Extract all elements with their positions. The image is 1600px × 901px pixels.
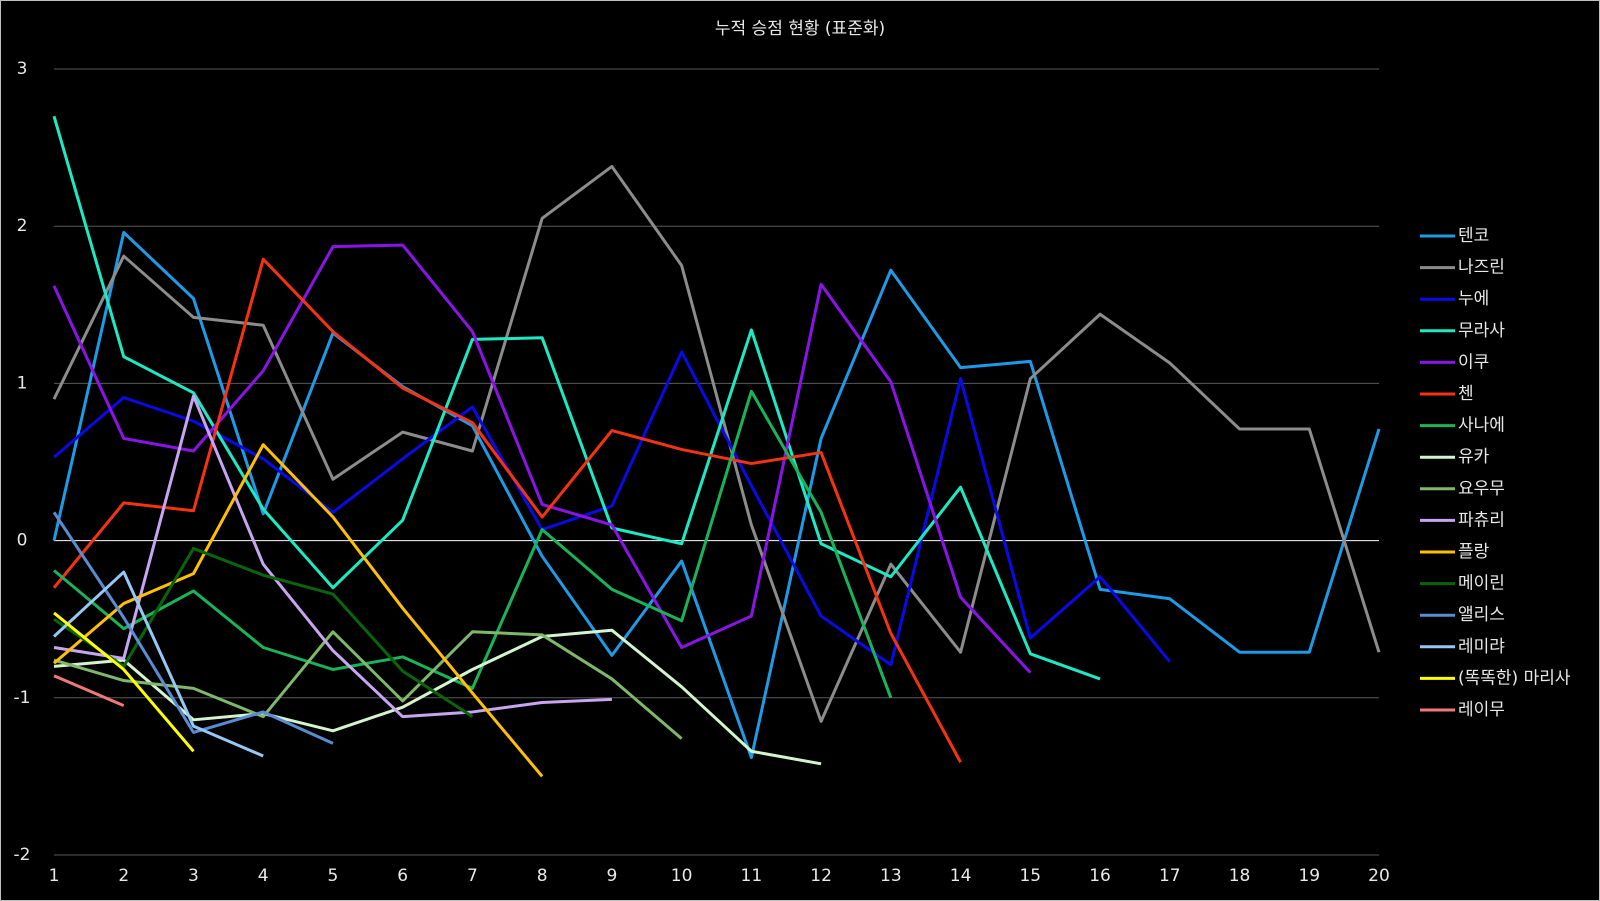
series-line <box>52 230 1381 760</box>
legend-label: 텐코 <box>1458 226 1489 246</box>
x-tick-label: 1 <box>49 866 60 886</box>
legend-label: 첸 <box>1458 384 1474 404</box>
series-line <box>53 628 822 766</box>
y-tick-label: 3 <box>17 59 28 79</box>
x-tick-label: 13 <box>880 866 902 886</box>
legend-label: 이쿠 <box>1458 352 1489 372</box>
y-tick-label: 0 <box>17 531 28 551</box>
x-tick-label: 19 <box>1298 866 1320 886</box>
series-line <box>52 570 264 758</box>
legend-label: 메이린 <box>1458 574 1505 594</box>
series-line <box>53 350 1171 667</box>
x-tick-label: 12 <box>810 866 832 886</box>
x-tick-label: 5 <box>328 866 339 886</box>
x-tick-label: 3 <box>188 866 199 886</box>
y-tick-label: -2 <box>14 845 31 865</box>
x-tick-label: 7 <box>467 866 478 886</box>
legend-label: 무라사 <box>1458 321 1505 341</box>
series-line <box>53 546 474 718</box>
legend-label: 파츄리 <box>1458 510 1505 530</box>
x-tick-label: 17 <box>1159 866 1181 886</box>
x-tick-label: 10 <box>671 866 693 886</box>
x-tick-label: 15 <box>1019 866 1041 886</box>
x-tick-label: 11 <box>741 866 763 886</box>
x-tick-label: 8 <box>537 866 548 886</box>
y-tick-label: 2 <box>17 216 28 236</box>
y-tick-label: 1 <box>17 373 28 393</box>
y-tick-label: -1 <box>14 688 31 708</box>
x-tick-label: 4 <box>258 866 269 886</box>
x-tick-label: 9 <box>606 866 617 886</box>
legend-label: 앨리스 <box>1458 605 1505 625</box>
legend-label: 나즈린 <box>1458 258 1505 278</box>
series-line <box>52 115 1101 681</box>
legend-label: (똑똑한) 마리사 <box>1458 668 1571 688</box>
series-line <box>52 257 962 763</box>
x-tick-label: 2 <box>118 866 129 886</box>
x-tick-label: 18 <box>1229 866 1251 886</box>
legend-label: 누에 <box>1458 289 1489 309</box>
series-line <box>53 630 683 740</box>
series-line <box>53 611 195 753</box>
legend-label: 요우무 <box>1458 479 1505 499</box>
series-line <box>52 511 334 745</box>
series-line <box>53 394 612 719</box>
x-tick-label: 16 <box>1089 866 1111 886</box>
x-tick-label: 20 <box>1368 866 1390 886</box>
series-line <box>53 674 125 708</box>
x-tick-label: 6 <box>397 866 408 886</box>
legend-label: 레미랴 <box>1458 637 1505 657</box>
legend-label: 플랑 <box>1458 542 1490 562</box>
x-tick-label: 14 <box>950 866 972 886</box>
chart-title: 누적 승점 현황 (표준화) <box>715 19 885 39</box>
legend-label: 레이무 <box>1458 700 1505 720</box>
legend-label: 사나에 <box>1458 416 1505 436</box>
series-line <box>53 389 893 699</box>
legend-label: 유카 <box>1458 447 1490 467</box>
